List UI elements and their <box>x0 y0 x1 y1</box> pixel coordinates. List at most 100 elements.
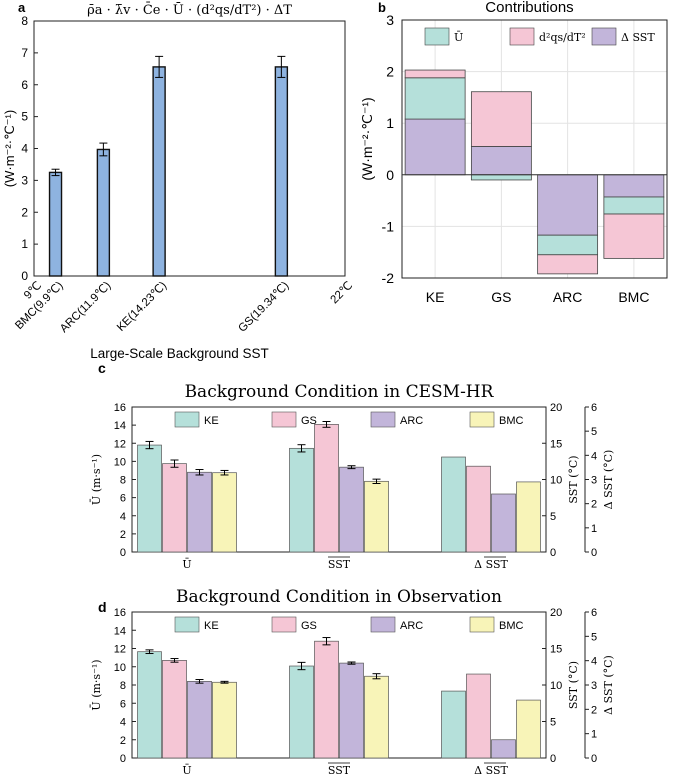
y-left-tick-label: 0 <box>120 547 126 559</box>
legend-swatch <box>424 27 450 46</box>
legend-label: KE <box>204 415 219 427</box>
y-right1-tick-label: 20 <box>550 607 562 619</box>
legend-swatch <box>509 27 535 46</box>
y-left-tick-label: 14 <box>114 625 126 637</box>
y-tick-label: 3 <box>386 12 394 28</box>
y-right1-tick-label: 5 <box>550 717 556 729</box>
stack-segment-GS <box>470 174 532 181</box>
y-right1-axis-label: SST (°C) <box>567 661 580 709</box>
legend-label: Ū <box>454 31 463 44</box>
y-right2-tick-label: 1 <box>591 523 597 535</box>
panel-c: Background Condition in CESM-HR024681012… <box>90 382 615 571</box>
panel-d: Background Condition in Observation 0 2 4 6 8… <box>90 587 615 774</box>
x-group-label: Δ SST <box>474 764 508 774</box>
y-tick-label: 1 <box>386 115 394 131</box>
y-left-tick-label: 12 <box>114 644 126 656</box>
x-group-label: Ū <box>182 558 191 571</box>
legend-swatch <box>370 411 396 428</box>
y-right1-tick-label: 15 <box>550 438 562 450</box>
y-axis-label: (W·m⁻²·℃⁻¹) <box>359 97 375 180</box>
bar-BMC-U <box>212 472 237 553</box>
y-right1-tick-label: 15 <box>550 644 562 656</box>
panel-b-frame-top <box>401 19 668 279</box>
bar-BMC-SST <box>364 480 389 553</box>
y-left-tick-label: 8 <box>120 680 126 692</box>
panel-b: -2 -1 0 1 2 3 Contributions (W·m⁻²·℃⁻¹) KE GS ARC B… <box>359 0 668 305</box>
bar-ARC-SST <box>339 662 364 759</box>
y-right1-tick-label: 10 <box>550 680 562 692</box>
bar-GS-U <box>162 463 187 553</box>
y-tick-label: 5 <box>21 110 28 124</box>
bar-KE-dSST <box>441 690 466 759</box>
y-left-axis-label: Ū (m·s⁻¹) <box>90 454 103 505</box>
stack-segment-BMC <box>603 196 665 215</box>
bar-BMC-dSST <box>516 699 541 759</box>
y-left-tick-label: 2 <box>120 735 126 747</box>
bar-ARC-U <box>187 680 212 759</box>
x-tick-label: KE(14.23℃) <box>115 280 169 334</box>
panel-b-letter: b <box>378 0 386 15</box>
legend-swatch <box>271 411 297 428</box>
y-right2-tick-label: 6 <box>591 607 597 619</box>
y-right2-axis-label: Δ SST (°C) <box>602 655 615 715</box>
y-left-tick-label: 6 <box>120 493 126 505</box>
legend-label: KE <box>204 620 219 632</box>
panel-title: Background Condition in CESM-HR <box>185 382 495 402</box>
legend-swatch <box>469 616 495 633</box>
bar-GS-U <box>162 660 187 759</box>
x-tick-label: ARC(11.9℃) <box>58 280 114 336</box>
bar-KE-SST <box>289 665 314 759</box>
legend-swatch <box>370 616 396 633</box>
legend-label: Δ SST <box>621 31 655 44</box>
stack-segment-GS <box>470 91 532 147</box>
stack-segment-BMC <box>603 213 665 259</box>
y-right2-tick-label: 4 <box>591 656 597 668</box>
panel-d-letter: d <box>98 599 107 615</box>
y-left-tick-label: 0 <box>120 753 126 765</box>
legend-label: d²qs/dT² <box>539 31 586 44</box>
legend-label: GS <box>301 415 317 427</box>
y-left-tick-label: 12 <box>114 438 126 450</box>
y-right2-tick-label: 4 <box>591 450 597 462</box>
y-left-tick-label: 6 <box>120 698 126 710</box>
panel-a-frame <box>33 20 346 277</box>
y-left-tick-label: 2 <box>120 529 126 541</box>
y-tick-label: 7 <box>21 46 28 60</box>
bar-BMC-dSST <box>516 481 541 553</box>
x-end-label: 22℃ <box>328 280 355 307</box>
legend-label: ARC <box>400 620 423 632</box>
bar-GS-SST <box>314 640 339 759</box>
bar-ARC-dSST <box>491 739 516 759</box>
y-tick-label: 0 <box>21 269 28 283</box>
y-right2-tick-label: 5 <box>591 631 597 643</box>
bar-KE-U <box>137 651 162 759</box>
stack-segment-GS <box>470 146 532 176</box>
y-right2-tick-label: 3 <box>591 475 597 487</box>
y-right2-tick-label: 0 <box>591 753 597 765</box>
y-tick-label: 4 <box>21 142 28 156</box>
bar-GS-SST <box>314 424 339 553</box>
y-right2-tick-label: 5 <box>591 426 597 438</box>
y-tick-label: 2 <box>386 64 394 80</box>
bar-KE-dSST <box>441 456 466 553</box>
legend-swatch <box>174 411 200 428</box>
stack-segment-ARC <box>537 254 599 275</box>
panel-a: 0 1 2 3 4 5 6 7 8 (W·m⁻²·℃⁻¹) ρ̄a · λ̄v · C̄e · Ū … <box>2 2 355 361</box>
y-right2-tick-label: 3 <box>591 680 597 692</box>
y-right2-tick-label: 0 <box>591 547 597 559</box>
y-left-tick-label: 16 <box>114 607 126 619</box>
bar-KE-U <box>137 444 162 553</box>
bar-ARC-U <box>187 471 212 553</box>
legend-swatch <box>271 616 297 633</box>
y-tick-label: 1 <box>21 237 28 251</box>
y-tick-label: -1 <box>382 218 395 234</box>
x-group-label: SST <box>328 764 351 774</box>
y-left-tick-label: 14 <box>114 420 126 432</box>
y-right1-axis-label: SST (°C) <box>567 455 580 503</box>
bar-GS-dSST <box>466 465 491 553</box>
panel-c-letter: c <box>98 360 106 376</box>
y-tick-label: 0 <box>386 167 394 183</box>
bar-KE(14.23℃) <box>152 66 166 277</box>
y-tick-label: 6 <box>21 78 28 92</box>
y-left-tick-label: 4 <box>120 511 126 523</box>
